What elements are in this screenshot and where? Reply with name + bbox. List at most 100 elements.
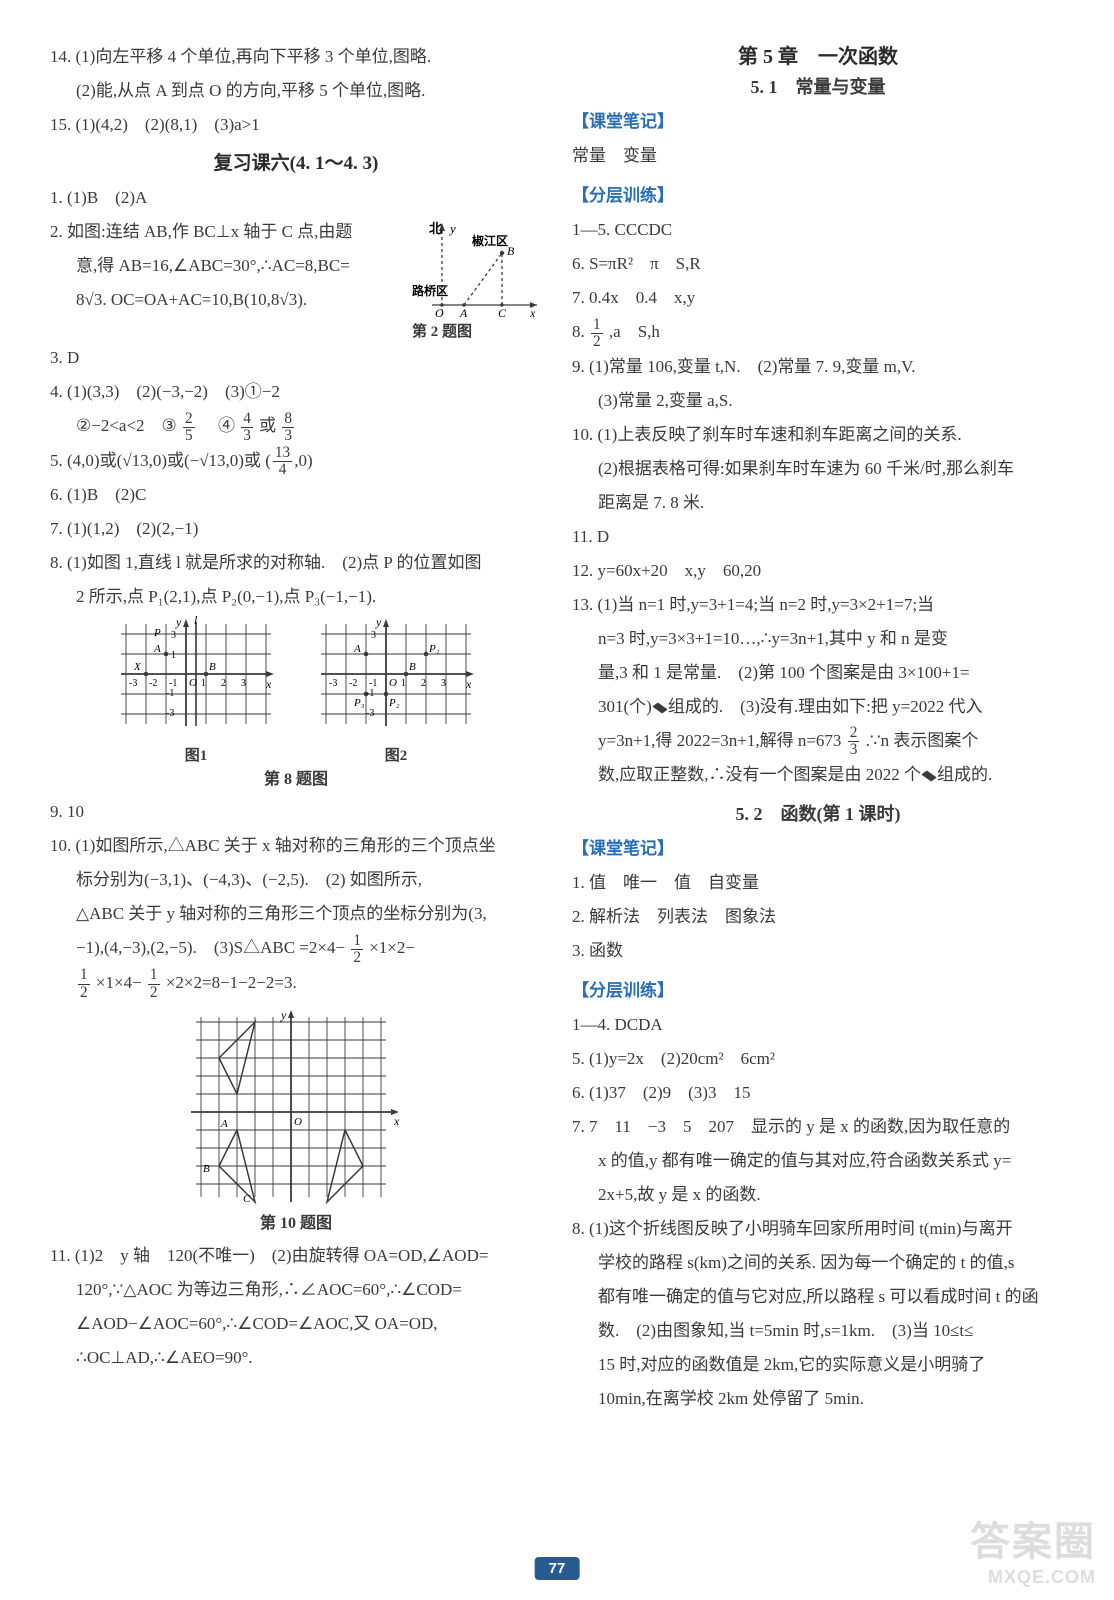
p7-1: 7. 7 11 −3 5 207 显示的 y 是 x 的函数,因为取任意的: [572, 1110, 1064, 1144]
svg-text:3: 3: [241, 678, 246, 689]
t10-1: 10. (1)上表反映了刹车时车速和刹车距离之间的关系.: [572, 418, 1064, 452]
r8-2: 2 所示,点 P₁(2,1),点 P₂(0,−1),点 P₃(−1,−1).: [50, 580, 542, 614]
svg-text:1: 1: [401, 678, 406, 689]
svg-text:x: x: [529, 306, 536, 320]
r4-2-mid: ④: [201, 416, 235, 435]
review-title: 复习课六(4. 1～4. 3): [50, 148, 542, 175]
svg-text:B: B: [209, 661, 216, 673]
fig8-1: l y x A B X P O 123 -3-2-1 13 -1-3 图1: [116, 614, 276, 765]
fig2-container: 北 y O A C x B 椒江区 路桥区 第 2 题图: [412, 215, 542, 341]
p7-3: 2x+5,故 y 是 x 的函数.: [572, 1178, 1064, 1212]
svg-text:y: y: [375, 615, 382, 629]
right-column: 第 5 章 一次函数 5. 1 常量与变量 【课堂笔记】 常量 变量 【分层训练…: [572, 40, 1064, 1416]
svg-text:x: x: [465, 677, 472, 691]
p8-4: 数. (2)由图象知,当 t=5min 时,s=1km. (3)当 10≤t≤: [572, 1314, 1064, 1348]
r2-block: 北 y O A C x B 椒江区 路桥区 第 2 题图: [50, 215, 542, 341]
svg-text:A: A: [220, 1118, 228, 1130]
t13-5-post: .∵n 表示图案个: [866, 731, 979, 750]
t13-5: y=3n+1,得 2022=3n+1,解得 n=673 23 .∵n 表示图案个: [572, 724, 1064, 759]
note-label: 【课堂笔记】: [572, 105, 1064, 139]
svg-text:-2: -2: [349, 678, 357, 689]
svg-text:C: C: [498, 306, 507, 320]
t13-1: 13. (1)当 n=1 时,y=3+1=4;当 n=2 时,y=3×2+1=7…: [572, 588, 1064, 622]
r10-5-m1: ×1×4−: [96, 973, 142, 992]
n3: 3. 函数: [572, 934, 1064, 968]
svg-text:P: P: [153, 627, 161, 639]
svg-text:y: y: [448, 221, 456, 236]
t8-post: ,a S,h: [609, 322, 660, 341]
p8-3: 都有唯一确定的值与它对应,所以路程 s 可以看成时间 t 的函: [572, 1280, 1064, 1314]
t13-4b: 组成的. (3)没有.理由如下:把 y=2022 代入: [668, 697, 983, 716]
t10-2: (2)根据表格可得:如果刹车时车速为 60 千米/时,那么刹车: [572, 452, 1064, 486]
p8-1: 8. (1)这个折线图反映了小明骑车回家所用时间 t(min)与离开: [572, 1212, 1064, 1246]
r4-1: 4. (1)(3,3) (2)(−3,−2) (3)①−2: [50, 375, 542, 409]
svg-text:北: 北: [429, 221, 442, 236]
t12: 12. y=60x+20 x,y 60,20: [572, 554, 1064, 588]
frac-2-3: 23: [848, 725, 860, 758]
r11-1: 11. (1)2 y 轴 120(不唯一) (2)由旋转得 OA=OD,∠AOD…: [50, 1239, 542, 1273]
fig10: y x O A B C: [50, 1007, 542, 1207]
sec52-title: 5. 2 函数(第 1 课时): [572, 800, 1064, 826]
left-column: 14. (1)向左平移 4 个单位,再向下平移 3 个单位,图略. (2)能,从…: [50, 40, 542, 1416]
page: 14. (1)向左平移 4 个单位,再向下平移 3 个单位,图略. (2)能,从…: [0, 0, 1114, 1456]
t13-6: 数,应取正整数,∴没有一个图案是由 2022 个组成的.: [572, 758, 1064, 792]
q14-2: (2)能,从点 A 到点 O 的方向,平移 5 个单位,图略.: [50, 74, 542, 108]
t9-2: (3)常量 2,变量 a,S.: [572, 384, 1064, 418]
p6: 6. (1)37 (2)9 (3)3 15: [572, 1076, 1064, 1110]
svg-text:-2: -2: [149, 678, 157, 689]
frac-4-3: 43: [241, 411, 253, 444]
t13-4: 301(个) 组成的. (3)没有.理由如下:把 y=2022 代入: [572, 690, 1064, 724]
svg-text:y: y: [175, 615, 182, 629]
r8-1: 8. (1)如图 1,直线 l 就是所求的对称轴. (2)点 P 的位置如图: [50, 546, 542, 580]
svg-text:x: x: [393, 1114, 400, 1128]
r5-rp: ,0): [294, 451, 312, 470]
svg-text:1: 1: [171, 650, 176, 661]
r5: 5. (4,0)或(√13,0)或(−√13,0)或 (134,0): [50, 444, 542, 479]
r10-3: △ABC 关于 y 轴对称的三角形三个顶点的坐标分别为(3,: [50, 897, 542, 931]
svg-text:P₂: P₂: [388, 697, 400, 709]
watermark: 答案圈 MXQE.COM: [970, 1509, 1096, 1588]
r4-2-pre: ②−2<a<2 ③: [76, 416, 177, 435]
t9-1: 9. (1)常量 106,变量 t,N. (2)常量 7. 9,变量 m,V.: [572, 350, 1064, 384]
svg-text:-1: -1: [166, 688, 174, 699]
svg-text:-3: -3: [366, 708, 374, 719]
r4-2-or: 或: [259, 416, 276, 435]
svg-text:B: B: [507, 244, 515, 258]
svg-text:P₁: P₁: [428, 643, 440, 655]
svg-text:A: A: [353, 643, 361, 655]
r11-2: 120°,∵△AOC 为等边三角形,∴∠AOC=60°,∴∠COD=: [50, 1273, 542, 1307]
sec51-title: 5. 1 常量与变量: [572, 73, 1064, 99]
q14-1: 14. (1)向左平移 4 个单位,再向下平移 3 个单位,图略.: [50, 40, 542, 74]
fig8-caption: 第 8 题图: [50, 765, 542, 789]
train2-label: 【分层训练】: [572, 974, 1064, 1008]
page-number-badge: 77: [535, 1557, 580, 1580]
r6: 6. (1)B (2)C: [50, 478, 542, 512]
watermark-small: MXQE.COM: [970, 1567, 1096, 1588]
svg-text:3: 3: [371, 630, 376, 641]
svg-text:B: B: [409, 661, 416, 673]
p1: 1—4. DCDA: [572, 1008, 1064, 1042]
r11-3: ∠AOD−∠AOC=60°,∴∠COD=∠AOC,又 OA=OD,: [50, 1307, 542, 1341]
svg-text:y: y: [280, 1008, 287, 1022]
svg-text:路桥区: 路桥区: [412, 283, 448, 298]
r11-4: ∴OC⊥AD,∴∠AEO=90°.: [50, 1341, 542, 1375]
r10-4-post: ×1×2−: [369, 938, 415, 957]
p8-6: 10min,在离学校 2km 处停留了 5min.: [572, 1382, 1064, 1416]
p5: 5. (1)y=2x (2)20cm² 6cm²: [572, 1042, 1064, 1076]
svg-text:P₃: P₃: [353, 697, 365, 709]
t13-5-pre: y=3n+1,得 2022=3n+1,解得 n=673: [598, 731, 841, 750]
p7-2: x 的值,y 都有唯一确定的值与其对应,符合函数关系式 y=: [572, 1144, 1064, 1178]
frac-half-b: 12: [78, 967, 90, 1000]
fig10-caption: 第 10 题图: [50, 1209, 542, 1233]
fig2-caption: 第 2 题图: [412, 320, 542, 341]
frac-half-a: 12: [351, 933, 363, 966]
svg-text:2: 2: [221, 678, 226, 689]
diamond-icon-2: [921, 771, 937, 782]
r4-2: ②−2<a<2 ③ 25 ④ 43 或 83: [50, 409, 542, 444]
p8-5: 15 时,对应的函数值是 2km,它的实际意义是小明骑了: [572, 1348, 1064, 1382]
svg-text:1: 1: [201, 678, 206, 689]
r3: 3. D: [50, 341, 542, 375]
svg-text:A: A: [153, 643, 161, 655]
t13-4a: 301(个): [598, 697, 652, 716]
t10-3: 距离是 7. 8 米.: [572, 486, 1064, 520]
